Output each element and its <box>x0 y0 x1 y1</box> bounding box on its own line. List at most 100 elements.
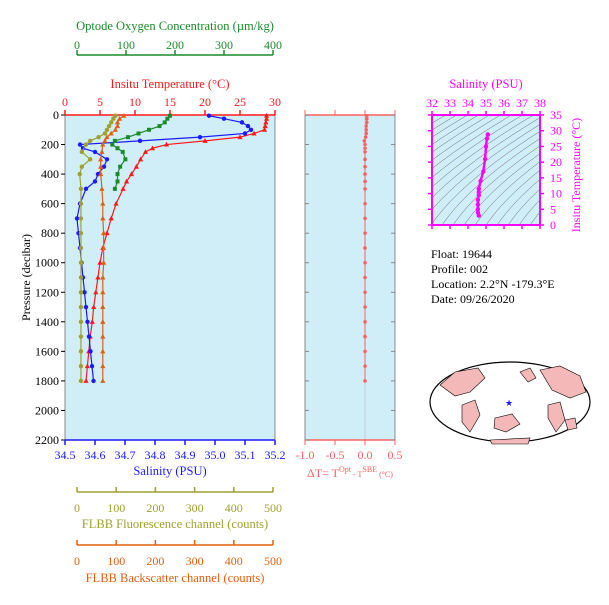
fluorescence-point <box>79 149 85 155</box>
fluorescence-tick-label: 0 <box>74 501 80 515</box>
dt-point <box>362 139 367 143</box>
oxygen-point <box>123 157 128 162</box>
oxygen-tick-label: 300 <box>215 38 233 52</box>
ts-temp-tick-label: 5 <box>550 202 556 216</box>
ts-point <box>476 213 481 218</box>
oxygen-point <box>165 116 170 121</box>
temperature-point <box>263 119 269 125</box>
dt-point <box>363 334 367 339</box>
ts-point <box>481 169 486 174</box>
backscatter-point <box>100 215 106 221</box>
salinity-point <box>245 123 251 129</box>
pressure-tick-label: 2200 <box>35 433 59 447</box>
backscatter-point <box>100 378 106 383</box>
dt-point <box>363 150 367 154</box>
dt-point <box>363 135 368 139</box>
ts-point <box>485 132 490 137</box>
isopycnal-line <box>496 178 540 225</box>
backscatter-point <box>99 186 105 191</box>
dt-point <box>363 187 367 191</box>
dt-point <box>363 364 367 368</box>
oxygen-point <box>136 131 141 136</box>
salinity-point <box>101 164 107 169</box>
ts-salinity-tick-label: 34 <box>462 96 474 110</box>
dt-point <box>363 164 367 169</box>
isopycnal-line <box>432 115 469 138</box>
temperature-point <box>163 141 170 147</box>
dt-point <box>363 231 367 235</box>
profile-panel: 0200400600800100012001400160018002000220… <box>19 19 286 585</box>
fluorescence-point <box>78 378 84 384</box>
isopycnal-line <box>529 211 540 225</box>
map-landmass <box>439 367 486 397</box>
fluorescence-tick-label: 500 <box>264 501 282 515</box>
dt-point <box>363 216 367 221</box>
backscatter-point <box>114 123 121 129</box>
fluorescence-point <box>78 201 84 206</box>
float-id: Float: 19644 <box>431 247 493 261</box>
dt-point <box>363 275 367 280</box>
fluorescence-point <box>111 116 116 121</box>
salinity-point <box>82 290 87 295</box>
fluorescence-point <box>78 334 84 339</box>
temperature-axis-title: Insitu Temperature (°C) <box>110 77 229 91</box>
fluorescence-point <box>78 290 84 295</box>
ts-point <box>476 189 481 195</box>
isopycnal-line <box>432 115 513 169</box>
ts-salinity-title: Salinity (PSU) <box>449 77 522 91</box>
map-landmass <box>519 367 537 383</box>
dt-label-superscript: SBE <box>362 465 377 474</box>
temperature-tick-label: 15 <box>164 95 176 109</box>
fluorescence-point <box>106 123 112 129</box>
ts-temp-tick-label: 10 <box>550 187 562 201</box>
ts-salinity-tick-label: 33 <box>444 96 456 110</box>
dt-point <box>365 120 369 125</box>
fluorescence-point <box>78 216 84 221</box>
pressure-tick-label: 2000 <box>35 403 59 417</box>
backscatter-point <box>121 112 127 118</box>
ts-temp-tick-label: 20 <box>550 155 562 169</box>
dt-point <box>363 146 367 151</box>
dt-point <box>363 172 367 176</box>
profile-plot-area <box>64 114 276 441</box>
fluorescence-point <box>78 349 84 354</box>
dt-point <box>365 116 369 121</box>
salinity-point <box>92 149 98 155</box>
oxygen-point <box>147 127 151 132</box>
oxygen-point <box>157 124 162 129</box>
isopycnal-line <box>432 117 540 199</box>
isopycnal-line <box>518 199 540 225</box>
temperature-point <box>83 378 89 383</box>
temperature-point <box>84 363 90 369</box>
temperature-point <box>120 186 126 191</box>
fluorescence-point <box>88 157 93 162</box>
temperature-point <box>262 123 268 129</box>
dt-plot-area <box>304 114 396 441</box>
temperature-tick-label: 5 <box>97 95 103 109</box>
isopycnal-line <box>432 131 540 225</box>
temperature-point <box>128 171 135 177</box>
fluorescence-point <box>83 142 89 147</box>
map-landmass <box>493 413 521 433</box>
backscatter-point <box>100 363 106 369</box>
salinity-tick-label: 35.2 <box>265 448 286 462</box>
dt-label-superscript: (°C) <box>377 470 393 479</box>
fluorescence-tick-label: 400 <box>225 501 243 515</box>
oxygen-point <box>168 113 172 118</box>
ts-salinity-tick-label: 37 <box>516 96 528 110</box>
temperature-point <box>133 163 139 169</box>
ts-point <box>475 202 481 207</box>
backscatter-point <box>108 130 114 136</box>
temperature-point <box>264 115 270 121</box>
ts-point <box>475 197 481 203</box>
backscatter-point <box>100 333 106 339</box>
fluorescence-point <box>78 319 84 325</box>
fluorescence-point <box>96 134 101 140</box>
salinity-point <box>83 304 89 310</box>
isopycnal-line <box>432 115 458 131</box>
temperature-point <box>202 138 208 143</box>
temperature-tick-label: 10 <box>129 95 141 109</box>
pressure-tick-label: 1400 <box>35 315 59 329</box>
salinity-tick-label: 34.7 <box>115 448 136 462</box>
isopycnal-line <box>432 115 535 188</box>
